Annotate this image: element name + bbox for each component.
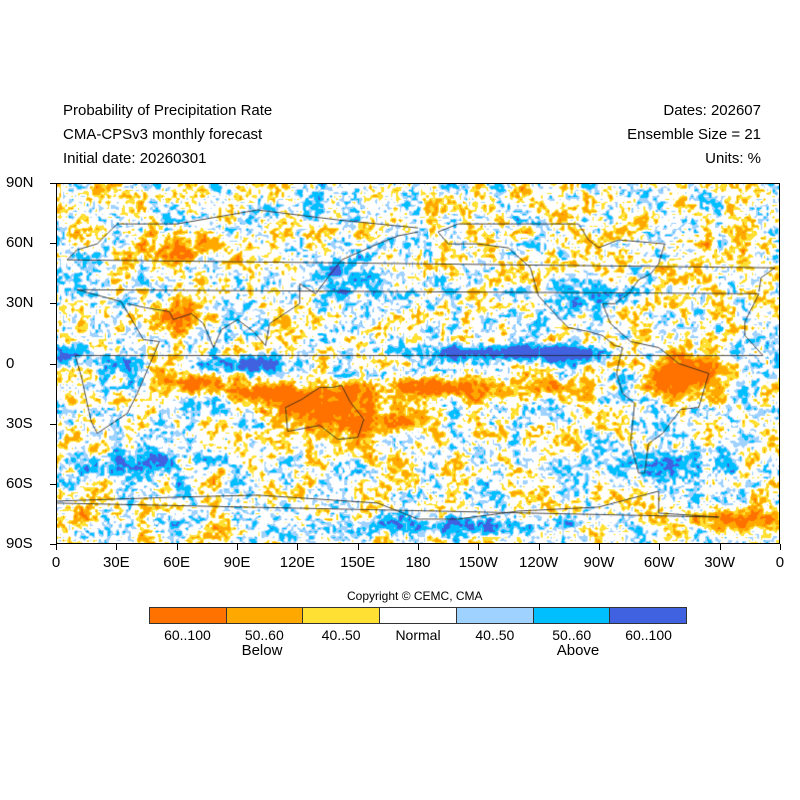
lat-tick [50, 423, 56, 425]
legend-label: 50..60 [244, 627, 284, 643]
lon-tick [719, 544, 721, 550]
lat-tick [50, 544, 56, 546]
initial-date: Initial date: 20260301 [63, 150, 207, 167]
ensemble-size: Ensemble Size = 21 [627, 126, 761, 143]
lon-tick [56, 544, 57, 550]
lon-tick [598, 544, 600, 550]
lat-tick [50, 243, 56, 245]
lat-label: 90N [6, 174, 34, 191]
lon-label: 90E [223, 554, 251, 571]
lat-label: 60S [6, 475, 33, 492]
legend-label: 60..100 [625, 627, 672, 643]
lon-label: 30W [704, 554, 736, 571]
legend-swatch [380, 608, 457, 623]
lon-label: 0 [51, 554, 61, 571]
legend-label: Normal [395, 627, 441, 643]
units: Units: % [705, 150, 761, 167]
lat-label: 30N [6, 294, 34, 312]
lat-label: 60N [6, 234, 34, 252]
legend-label: 60..100 [164, 627, 211, 643]
figure-title: Probability of Precipitation Rate [63, 102, 273, 119]
lon-tick [116, 544, 118, 550]
copyright: Copyright © CEMC, CMA [347, 589, 483, 603]
lat-tick [50, 303, 56, 305]
lon-label: 60W [643, 554, 675, 571]
lon-tick [659, 544, 661, 550]
model-name: CMA-CPSv3 monthly forecast [63, 126, 263, 143]
lat-label: 90S [6, 535, 33, 553]
legend-swatch [610, 608, 687, 623]
legend-label: 50..60 [552, 627, 592, 643]
legend-swatch [226, 608, 304, 623]
lat-label: 30S [6, 414, 33, 432]
lon-label: 150W [458, 554, 498, 571]
legend-swatch [303, 608, 381, 623]
lon-label: 30E [102, 554, 130, 571]
legend-label: 40..50 [321, 627, 361, 643]
probability-map [56, 183, 780, 544]
lon-tick [538, 544, 540, 550]
lon-tick [357, 544, 359, 550]
above-label: Above [556, 642, 600, 659]
lon-tick [297, 544, 299, 550]
legend-swatch [533, 608, 611, 623]
legend-swatch [150, 608, 227, 623]
lat-tick [50, 363, 56, 365]
lat-label: 0 [6, 354, 15, 372]
lon-label: 180 [405, 554, 431, 571]
legend-label: 40..50 [475, 627, 515, 643]
lon-tick [478, 544, 480, 550]
lon-tick [779, 544, 781, 550]
lon-label: 120W [519, 554, 559, 571]
lat-tick [50, 484, 56, 485]
lon-label: 150E [340, 554, 376, 571]
legend-swatch [456, 608, 534, 623]
lon-tick [236, 544, 238, 550]
lon-label: 90W [583, 554, 615, 571]
forecast-dates: Dates: 202607 [663, 102, 761, 119]
lon-label: 60E [163, 554, 191, 571]
lon-label: 0 [775, 554, 785, 571]
lon-label: 120E [279, 554, 315, 571]
lon-tick [417, 544, 419, 550]
lon-tick [176, 544, 178, 550]
below-label: Below [241, 642, 283, 659]
lat-tick [50, 183, 56, 184]
color-legend [149, 607, 687, 624]
